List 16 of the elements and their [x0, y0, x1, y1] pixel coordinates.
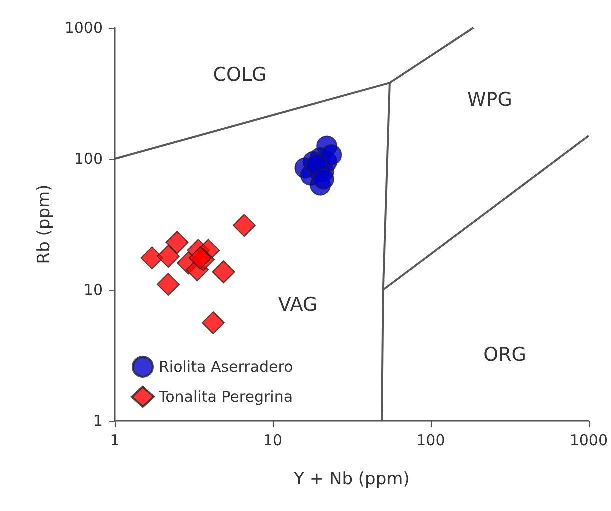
annotation: COLG — [213, 64, 267, 86]
x-tick-label: 100 — [416, 432, 446, 450]
x-tick-label: 1000 — [570, 432, 608, 450]
annotation: WPG — [468, 89, 512, 111]
y-axis-title: Rb (ppm) — [34, 184, 54, 264]
annotation: VAG — [278, 294, 318, 316]
x-axis-title: Y + Nb (ppm) — [293, 470, 410, 490]
y-tick-label: 100 — [74, 150, 103, 168]
y-tick-label: 1 — [93, 412, 103, 430]
legend-label: Riolita Aserradero — [159, 358, 294, 376]
y-tick-label: 1000 — [64, 19, 103, 37]
x-tick-label: 10 — [263, 432, 283, 450]
x-tick-label: 1 — [110, 432, 120, 450]
y-tick-label: 10 — [84, 281, 103, 299]
legend-label: Tonalita Peregrina — [158, 388, 294, 406]
annotation: ORG — [484, 344, 526, 366]
